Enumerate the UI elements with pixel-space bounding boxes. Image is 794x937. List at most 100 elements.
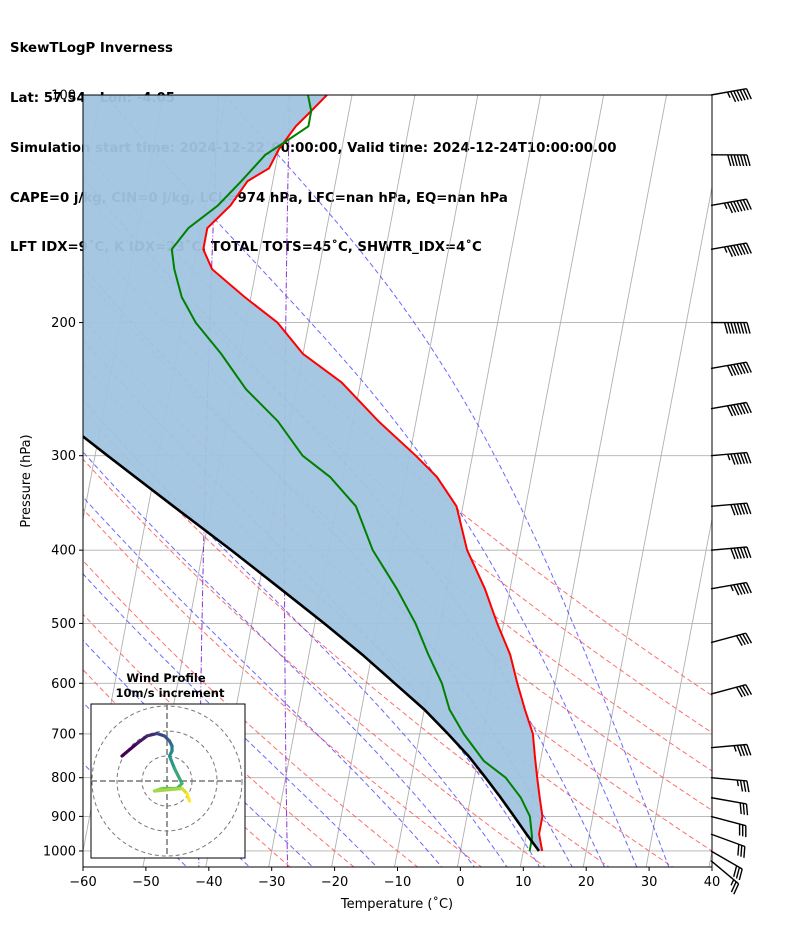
barb-flag <box>739 363 746 374</box>
moist-adiabat-line <box>83 496 443 867</box>
barb-flag <box>726 246 734 258</box>
isotherm-line <box>708 848 712 867</box>
barb-flag <box>746 780 750 793</box>
wind-barb <box>710 321 751 334</box>
barb-flag <box>733 883 740 895</box>
barb-flag <box>742 803 745 815</box>
barb-flag <box>736 322 742 334</box>
barb-flag <box>743 744 749 756</box>
barb-flag <box>735 635 743 646</box>
barb-flag <box>730 201 737 213</box>
barb-flag <box>738 686 746 697</box>
wind-barb <box>710 850 743 881</box>
barb-flag <box>730 453 736 465</box>
moist-adiabat-line <box>83 573 378 867</box>
wind-barb <box>710 401 752 417</box>
barb-flag <box>739 802 742 815</box>
barb-flag <box>730 245 737 257</box>
barb-flag <box>733 584 740 596</box>
wind-barb <box>710 502 752 516</box>
wind-barb <box>710 88 752 103</box>
barb-flag <box>738 868 743 881</box>
hodograph-inset: Wind Profile 10m/s increment <box>90 671 246 859</box>
barb-flag <box>743 154 748 167</box>
barb-flag <box>733 404 740 416</box>
barb-flag <box>739 403 746 415</box>
barb-flag <box>743 846 746 858</box>
wind-barb <box>710 743 752 757</box>
barb-flag <box>736 745 742 757</box>
hodograph-trace-segment <box>172 766 184 786</box>
barb-flag <box>739 780 744 792</box>
barb-flag <box>745 684 753 695</box>
x-tick-label: −50 <box>132 875 159 890</box>
barb-flag <box>737 844 740 856</box>
wind-barb <box>710 451 752 465</box>
dry-adiabat-line <box>83 274 712 811</box>
barb-flag <box>723 322 729 334</box>
barb-flag <box>730 322 735 334</box>
dry-adiabat-line <box>83 508 483 867</box>
x-tick-label: 10 <box>515 875 532 890</box>
barb-flag <box>745 402 752 414</box>
barb-flag <box>743 547 749 559</box>
moist-adiabat-line <box>223 95 670 867</box>
barb-half-flag <box>727 453 731 461</box>
barb-flag <box>742 685 750 696</box>
barb-flag <box>745 361 752 373</box>
hodograph-trace-segment <box>145 731 159 738</box>
isotherm-line <box>582 184 712 867</box>
barb-flag <box>735 867 741 879</box>
barb-staff <box>710 777 747 782</box>
wind-barb <box>710 154 751 167</box>
hodograph-title: Wind Profile <box>126 671 206 685</box>
barb-half-flag <box>733 745 737 752</box>
barb-flag <box>733 154 738 167</box>
x-tick-label: −40 <box>195 875 222 890</box>
barb-half-flag <box>730 879 735 886</box>
barb-flag <box>736 244 743 256</box>
barb-flag <box>727 154 732 167</box>
barb-flag <box>739 503 746 515</box>
barb-flag <box>745 632 753 644</box>
barb-flag <box>743 322 748 334</box>
barb-flag <box>738 634 746 646</box>
barb-flag <box>736 90 743 102</box>
barb-flag <box>730 364 737 376</box>
barb-flag <box>736 154 742 167</box>
hodograph-trace-segment <box>152 786 184 793</box>
moist-adiabat-line <box>104 95 638 867</box>
hodograph-trace-segment <box>167 754 177 771</box>
hodograph-trace-segment <box>185 791 192 803</box>
y-axis-label: Pressure (hPa) <box>19 434 34 527</box>
parcel-line <box>83 434 541 852</box>
barb-flag <box>742 402 749 414</box>
dry-adiabat-line <box>83 231 712 772</box>
x-tick-label: 0 <box>456 875 464 890</box>
barb-flag <box>733 322 738 334</box>
y-tick-label: 500 <box>51 617 76 632</box>
wind-barb <box>710 815 747 838</box>
barb-half-flag <box>723 202 728 210</box>
isotherm-line <box>394 95 542 867</box>
barb-flag <box>742 243 749 255</box>
barb-staff <box>710 815 746 827</box>
barb-flag <box>733 547 739 560</box>
barb-flag <box>746 546 752 558</box>
x-tick-label: 30 <box>641 875 658 890</box>
wind-barb <box>710 632 753 646</box>
barb-flag <box>733 244 740 256</box>
wind-barb <box>710 777 750 793</box>
barb-half-flag <box>736 779 739 787</box>
barb-flag <box>745 198 752 210</box>
x-tick-label: −10 <box>384 875 411 890</box>
barb-flag <box>736 503 742 515</box>
wind-barb <box>710 833 746 858</box>
barb-flag <box>736 547 742 559</box>
wind-barb <box>710 796 749 816</box>
y-tick-label: 600 <box>51 677 76 692</box>
barb-flag <box>739 243 746 255</box>
barb-flag <box>733 453 739 465</box>
y-tick-label: 400 <box>51 544 76 559</box>
isotherm-line <box>519 95 668 867</box>
